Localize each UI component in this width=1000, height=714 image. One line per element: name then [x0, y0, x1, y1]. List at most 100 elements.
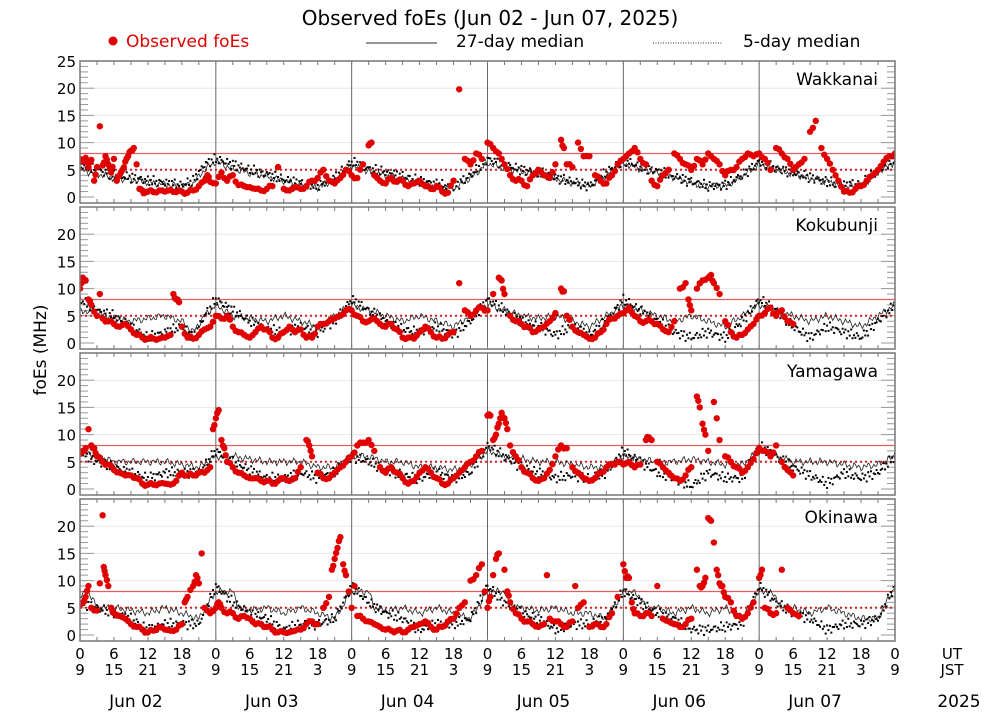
observed-point	[274, 163, 282, 171]
median5-point	[364, 458, 367, 461]
median5-point	[693, 481, 696, 484]
median5-point	[384, 320, 387, 323]
median5-point	[540, 321, 543, 324]
median5-point	[506, 308, 509, 311]
observed-point	[620, 561, 627, 568]
median5-point	[349, 585, 352, 588]
median5-point	[864, 627, 867, 630]
observed-point	[557, 136, 565, 144]
observed-point	[481, 588, 488, 595]
observed-point	[546, 174, 553, 182]
median5-point	[472, 613, 475, 616]
median5-point	[83, 302, 86, 305]
observed-point	[198, 550, 205, 557]
median5-point	[830, 631, 833, 634]
median5-point	[315, 329, 318, 332]
median5-point	[544, 333, 547, 336]
median5-point	[864, 334, 867, 337]
observed-point	[325, 593, 333, 601]
median5-point	[360, 595, 363, 598]
median5-point	[513, 311, 516, 314]
median5-point	[356, 160, 359, 163]
median5-point	[632, 593, 635, 596]
median5-point	[732, 622, 735, 625]
median5-point	[814, 620, 817, 623]
observed-point	[702, 156, 709, 163]
observed-point	[456, 86, 463, 93]
median5-point	[762, 587, 765, 590]
median5-point	[135, 618, 138, 621]
median5-point	[799, 331, 802, 334]
median5-point	[462, 329, 465, 332]
x-tick-label-jst: 21	[274, 661, 293, 679]
median5-point	[711, 183, 714, 186]
median5-point	[511, 457, 514, 460]
median5-point	[91, 455, 94, 458]
median5-point	[785, 460, 788, 463]
median5-point	[888, 312, 891, 315]
median5-point	[550, 333, 553, 336]
median5-point	[231, 604, 234, 607]
observed-point	[342, 571, 350, 579]
median5-point	[220, 301, 223, 304]
median5-point	[394, 476, 397, 479]
median5-point	[207, 458, 210, 461]
median5-point	[159, 179, 162, 182]
median5-point	[612, 312, 615, 315]
year-label: 2025	[937, 692, 980, 712]
median5-point	[166, 327, 169, 330]
median5-point	[410, 619, 413, 622]
median5-point	[691, 183, 694, 186]
median5-point	[299, 182, 302, 185]
median5-point	[240, 609, 243, 612]
median5-point	[258, 616, 261, 619]
observed-point	[716, 290, 723, 298]
median5-point	[114, 315, 117, 318]
median5-point	[168, 470, 171, 473]
median5-point	[773, 170, 776, 173]
median5-point	[807, 181, 810, 184]
median5-point	[629, 303, 632, 306]
median5-point	[777, 167, 780, 170]
observed-point	[226, 316, 234, 323]
median5-point	[162, 623, 165, 626]
median5-point	[107, 614, 110, 617]
median5-point	[663, 472, 666, 475]
median5-point	[363, 169, 366, 172]
median5-point	[255, 168, 258, 171]
median5-point	[722, 480, 725, 483]
median5-point	[847, 617, 850, 620]
median5-point	[683, 330, 686, 333]
median5-point	[397, 611, 400, 614]
median5-point	[489, 587, 492, 590]
median5-point	[489, 300, 492, 303]
median5-point	[386, 318, 389, 321]
median5-point	[574, 475, 577, 478]
median5-point	[265, 474, 268, 477]
median5-point	[802, 612, 805, 615]
median5-point	[322, 621, 325, 624]
median5-point	[238, 605, 241, 608]
median5-point	[864, 174, 867, 177]
median5-point	[397, 475, 400, 478]
median5-point	[700, 629, 703, 632]
plot-area	[80, 271, 895, 343]
median5-point	[404, 176, 407, 179]
median5-point	[861, 336, 864, 339]
median5-point	[649, 168, 652, 171]
median5-point	[591, 184, 594, 187]
median5-point	[889, 302, 892, 305]
median5-point	[817, 176, 820, 179]
median5-point	[367, 307, 370, 310]
median5-point	[145, 331, 148, 334]
observed-point	[693, 566, 701, 573]
median5-point	[105, 468, 108, 471]
median5-point	[697, 180, 700, 183]
legend-median27-label: 27-day median	[456, 32, 584, 52]
median5-point	[196, 327, 199, 330]
median5-point	[793, 465, 796, 468]
median5-point	[473, 607, 476, 610]
median5-point	[446, 329, 449, 332]
median5-point	[270, 179, 273, 182]
x-tick-label-jst: 9	[754, 661, 764, 679]
